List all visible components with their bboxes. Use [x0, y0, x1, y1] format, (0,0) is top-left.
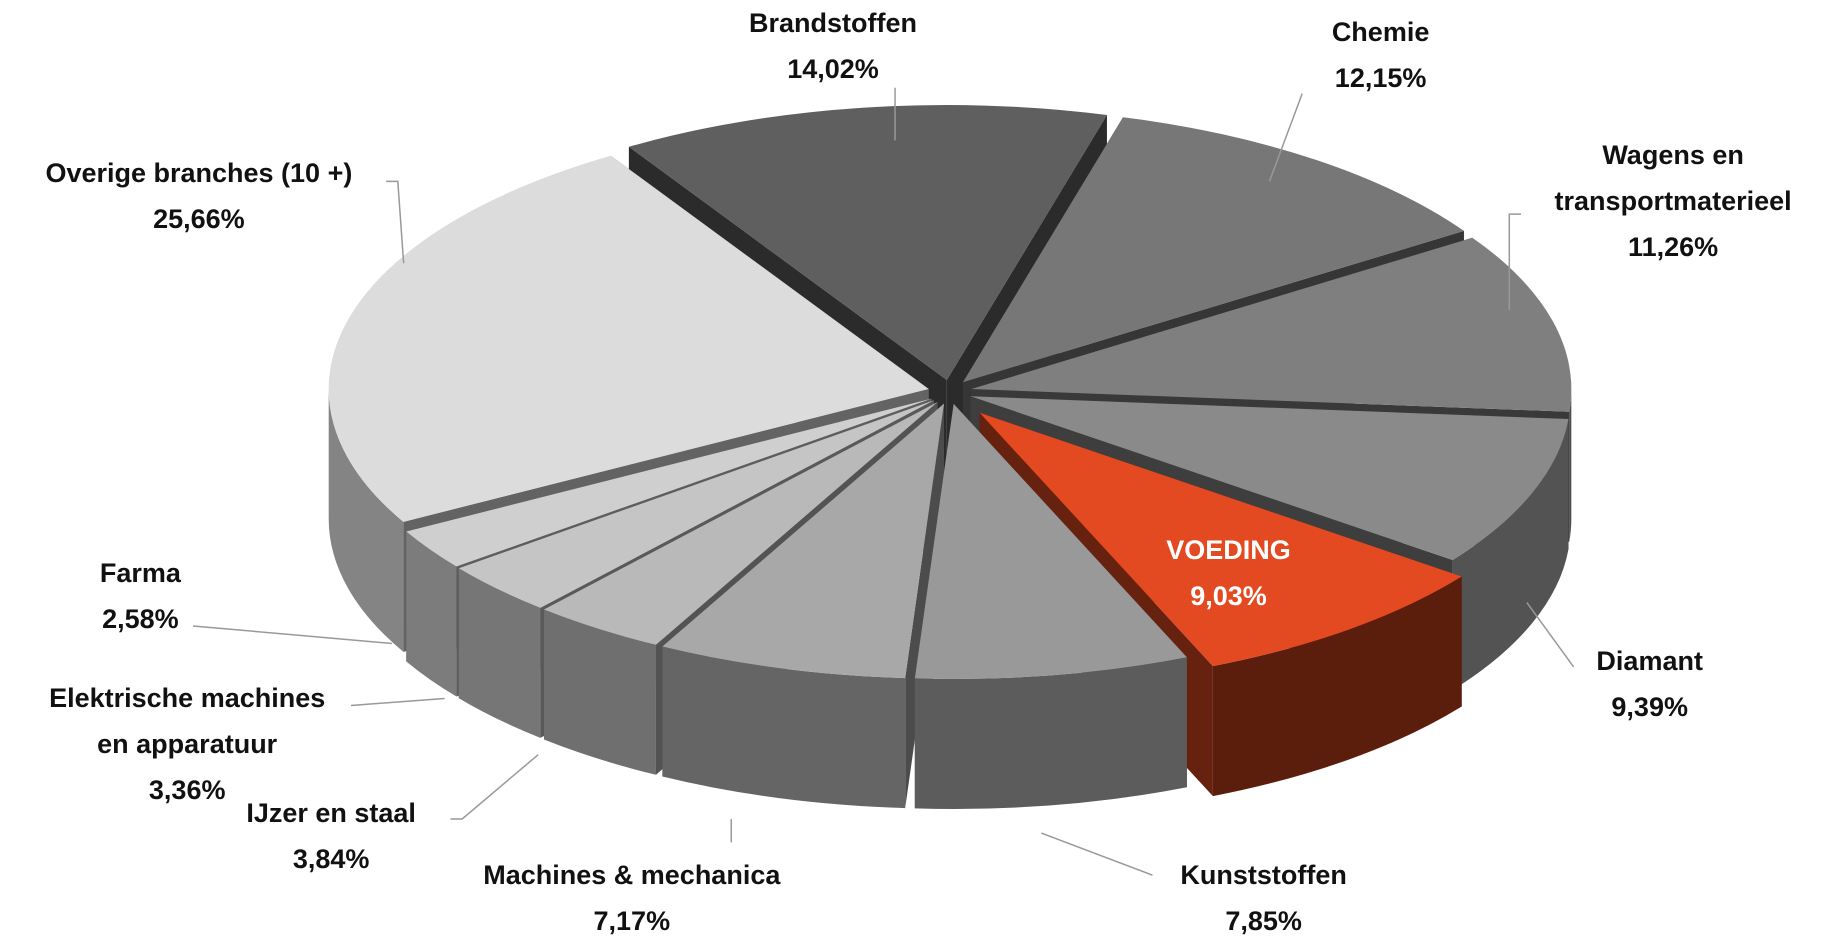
category-label: Chemie — [1331, 17, 1430, 48]
category-label: Wagens en transportmaterieel — [1554, 140, 1792, 217]
slice-label: IJzer en staal 3,84% — [211, 790, 451, 882]
slice-label: Farma 2,58% — [0, 550, 290, 642]
slice-side — [543, 609, 656, 775]
value-label: 25,66% — [153, 203, 245, 234]
slice-top — [979, 412, 1462, 667]
slice-top — [971, 237, 1572, 412]
slice-top — [914, 403, 1187, 679]
category-label: Farma — [99, 557, 181, 588]
slice-top — [962, 117, 1464, 383]
slice-label: Kunststoffen 7,85% — [1114, 852, 1414, 937]
value-label: 3,36% — [148, 775, 226, 806]
slice-side — [1212, 576, 1462, 797]
leader-line — [1041, 832, 1153, 876]
slice-side — [662, 646, 906, 809]
value-label: 7,17% — [593, 905, 671, 936]
slice-top — [628, 105, 1107, 381]
slice-top — [406, 398, 932, 567]
leader-line — [1508, 213, 1521, 311]
slice-top — [970, 396, 1569, 561]
slice — [662, 403, 944, 809]
slice-label: Overige branches (10 +) 25,66% — [0, 150, 399, 242]
leader-line — [1268, 93, 1303, 182]
slice-label: Machines & mechanica 7,17% — [432, 852, 832, 937]
value-label: 3,84% — [292, 843, 370, 874]
slice-side — [914, 657, 1187, 809]
slice-top — [328, 155, 929, 522]
slice-side — [458, 568, 541, 738]
slice-side — [406, 531, 457, 697]
category-label: Overige branches (10 +) — [45, 157, 353, 188]
slice-top — [543, 401, 938, 645]
value-label: 12,15% — [1334, 63, 1427, 94]
value-label: 2,58% — [102, 603, 179, 634]
category-label: Machines & mechanica — [483, 859, 781, 890]
value-label: 7,85% — [1225, 905, 1302, 936]
leader-line — [1526, 602, 1575, 668]
category-label: Brandstoffen — [749, 8, 918, 38]
leader-line — [386, 180, 405, 264]
value-label: 14,02% — [787, 54, 879, 84]
leader-line — [450, 754, 539, 820]
value-label: 11,26% — [1628, 232, 1719, 263]
category-label: Kunststoffen — [1180, 859, 1347, 890]
slice-side — [1452, 419, 1569, 691]
slice-side — [1569, 389, 1572, 542]
category-label: VOEDING — [1166, 534, 1291, 565]
slice-label: Diamant 9,39% — [1500, 638, 1800, 730]
leader-line — [192, 625, 393, 645]
slice-label: Chemie 12,15% — [1231, 9, 1531, 101]
value-label: 9,03% — [1190, 580, 1267, 611]
slice-label: Brandstoffen 14,02% — [683, 0, 983, 92]
slice-top — [458, 400, 934, 608]
slice-label: Elektrische machines en apparatuur 3,36% — [37, 675, 337, 813]
slice-side — [328, 388, 404, 652]
slice-top — [662, 403, 944, 679]
category-label: Elektrische machines en apparatuur — [49, 683, 326, 760]
category-label: Diamant — [1596, 645, 1703, 676]
slice-label: VOEDING 9,03% — [1079, 527, 1379, 619]
slice-label: Wagens en transportmaterieel 11,26% — [1523, 132, 1823, 270]
value-label: 9,39% — [1611, 691, 1688, 722]
category-label: IJzer en staal — [246, 797, 416, 828]
leader-line — [350, 697, 445, 707]
slice — [914, 403, 1187, 809]
